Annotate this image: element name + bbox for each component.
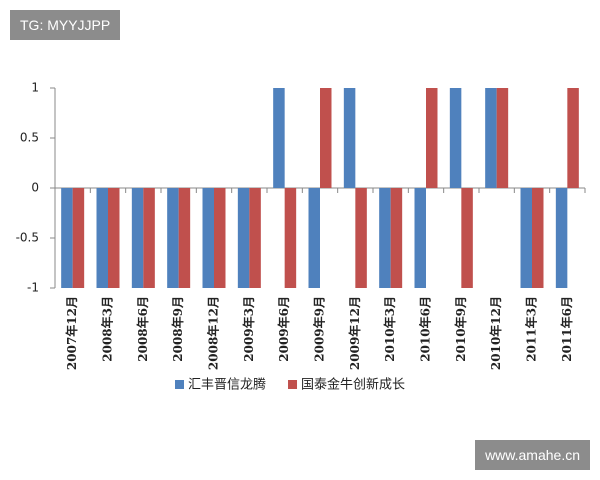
x-tick-label: 2008年9月 xyxy=(170,296,185,362)
bar xyxy=(555,188,568,288)
y-tick-label: 0.5 xyxy=(20,131,39,145)
x-tick-label: 2011年3月 xyxy=(524,296,539,362)
bar xyxy=(72,188,85,288)
legend-label: 汇丰晋信龙腾 xyxy=(188,377,266,393)
bar xyxy=(390,188,403,288)
bar xyxy=(320,88,332,188)
bar xyxy=(131,188,144,288)
bar xyxy=(461,188,473,288)
bar xyxy=(237,188,250,288)
bar xyxy=(167,188,179,288)
bar xyxy=(143,188,155,288)
bar xyxy=(355,188,367,288)
x-tick-label: 2009年3月 xyxy=(241,296,256,362)
bar xyxy=(214,188,226,288)
bar xyxy=(284,188,297,288)
bar xyxy=(520,188,532,288)
bar xyxy=(414,188,426,288)
x-tick-label: 2008年12月 xyxy=(206,296,221,370)
x-tick-label: 2009年9月 xyxy=(312,296,327,362)
bar xyxy=(249,188,261,288)
x-tick-label: 2007年12月 xyxy=(64,296,79,370)
y-tick-label: -1 xyxy=(27,281,39,295)
x-tick-label: 2010年12月 xyxy=(488,296,503,370)
y-tick-label: -0.5 xyxy=(16,231,39,245)
x-tick-label: 2010年3月 xyxy=(382,296,397,362)
bar xyxy=(308,188,320,288)
watermark: www.amahe.cn xyxy=(475,440,590,470)
legend-swatch xyxy=(288,380,298,389)
bar xyxy=(485,88,497,188)
bar xyxy=(496,88,509,188)
bar xyxy=(273,88,285,188)
bar xyxy=(426,88,438,188)
x-tick-label: 2010年9月 xyxy=(453,296,468,362)
x-tick-label: 2009年6月 xyxy=(276,296,291,362)
x-tick-label: 2008年6月 xyxy=(135,296,150,362)
legend-swatch xyxy=(175,380,184,389)
x-tick-label: 2009年12月 xyxy=(347,296,362,370)
bar xyxy=(532,188,544,288)
legend-label: 国泰金牛创新成长 xyxy=(301,377,405,393)
x-tick-label: 2011年6月 xyxy=(559,296,574,362)
bar xyxy=(379,188,391,288)
bar xyxy=(449,88,462,188)
bar xyxy=(178,188,191,288)
x-tick-label: 2008年3月 xyxy=(100,296,115,362)
watermark: TG: MYYJJPP xyxy=(10,10,121,40)
bar xyxy=(61,188,73,288)
bar xyxy=(202,188,214,288)
bar xyxy=(343,88,356,188)
bar xyxy=(567,88,579,188)
x-tick-label: 2010年6月 xyxy=(418,296,433,362)
bar xyxy=(108,188,120,288)
y-tick-label: 1 xyxy=(31,81,39,95)
bar xyxy=(96,188,108,288)
y-tick-label: 0 xyxy=(31,181,39,195)
